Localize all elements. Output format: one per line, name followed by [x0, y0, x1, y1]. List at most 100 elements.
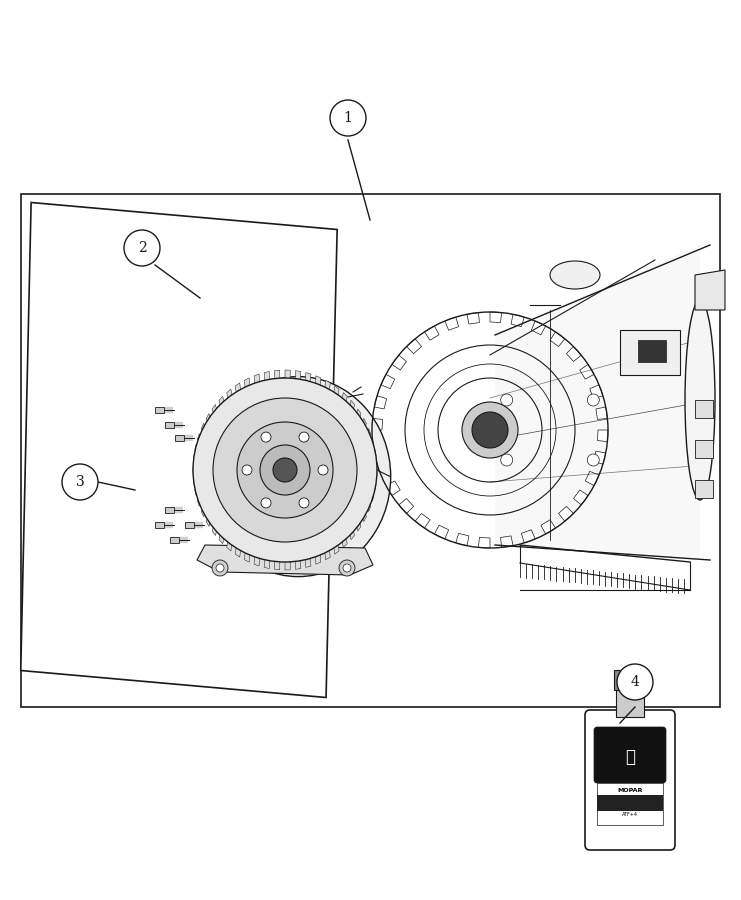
- Circle shape: [330, 100, 366, 136]
- Bar: [170, 537, 179, 543]
- Polygon shape: [264, 372, 270, 382]
- Polygon shape: [370, 439, 374, 447]
- Polygon shape: [559, 507, 574, 521]
- Polygon shape: [511, 314, 524, 327]
- Polygon shape: [445, 317, 459, 330]
- Circle shape: [193, 378, 377, 562]
- Bar: [21, 194, 720, 706]
- Bar: [185, 522, 194, 528]
- Polygon shape: [245, 378, 250, 389]
- Polygon shape: [425, 326, 439, 340]
- Polygon shape: [579, 364, 594, 379]
- Polygon shape: [193, 478, 196, 484]
- Polygon shape: [374, 396, 387, 409]
- Text: 3: 3: [76, 475, 84, 489]
- Polygon shape: [350, 400, 354, 411]
- Polygon shape: [434, 526, 448, 539]
- Circle shape: [501, 454, 513, 466]
- Circle shape: [588, 454, 599, 466]
- Polygon shape: [305, 373, 311, 383]
- Circle shape: [501, 394, 513, 406]
- Polygon shape: [370, 493, 374, 501]
- Bar: [597, 795, 663, 811]
- Polygon shape: [202, 508, 205, 517]
- Text: ATF+4: ATF+4: [622, 813, 638, 817]
- Polygon shape: [356, 409, 361, 419]
- Polygon shape: [585, 472, 599, 486]
- Polygon shape: [456, 534, 469, 545]
- Polygon shape: [202, 423, 205, 433]
- Bar: [695, 440, 713, 458]
- Polygon shape: [695, 270, 725, 310]
- Text: MOPAR: MOPAR: [617, 788, 642, 793]
- Polygon shape: [227, 389, 232, 400]
- Polygon shape: [550, 332, 565, 347]
- Polygon shape: [381, 374, 395, 389]
- Polygon shape: [372, 418, 382, 430]
- Circle shape: [318, 465, 328, 475]
- Bar: [165, 422, 174, 428]
- Polygon shape: [254, 554, 259, 566]
- Polygon shape: [531, 321, 545, 335]
- Polygon shape: [212, 404, 217, 415]
- Polygon shape: [206, 517, 210, 526]
- Bar: [175, 435, 184, 441]
- Polygon shape: [407, 338, 422, 354]
- Polygon shape: [245, 551, 250, 562]
- Circle shape: [216, 564, 224, 572]
- Polygon shape: [594, 451, 605, 464]
- Polygon shape: [212, 525, 217, 535]
- Polygon shape: [333, 386, 339, 397]
- Circle shape: [588, 394, 599, 406]
- Bar: [614, 670, 646, 690]
- Bar: [155, 522, 164, 528]
- Polygon shape: [285, 560, 290, 570]
- Polygon shape: [21, 202, 337, 698]
- FancyBboxPatch shape: [585, 710, 675, 850]
- Polygon shape: [375, 462, 377, 467]
- Polygon shape: [350, 529, 354, 540]
- Bar: [695, 400, 713, 418]
- Bar: [638, 340, 666, 362]
- Polygon shape: [590, 385, 603, 399]
- Bar: [695, 480, 713, 498]
- Polygon shape: [596, 407, 608, 419]
- Ellipse shape: [685, 300, 715, 500]
- Polygon shape: [362, 418, 366, 428]
- Circle shape: [124, 230, 160, 266]
- Polygon shape: [195, 488, 198, 495]
- Circle shape: [339, 560, 355, 576]
- Polygon shape: [295, 559, 301, 570]
- Polygon shape: [501, 536, 513, 547]
- Polygon shape: [193, 455, 196, 463]
- Polygon shape: [342, 536, 348, 547]
- Circle shape: [462, 402, 518, 458]
- Circle shape: [242, 465, 252, 475]
- FancyBboxPatch shape: [594, 727, 666, 783]
- Polygon shape: [399, 499, 413, 513]
- Circle shape: [617, 664, 653, 700]
- Polygon shape: [342, 392, 348, 404]
- Polygon shape: [315, 376, 321, 387]
- Polygon shape: [195, 445, 198, 452]
- Bar: [620, 330, 680, 375]
- Polygon shape: [315, 553, 321, 564]
- Circle shape: [299, 432, 309, 442]
- Circle shape: [299, 498, 309, 508]
- Polygon shape: [574, 490, 588, 505]
- Polygon shape: [274, 370, 280, 381]
- Bar: [165, 507, 174, 513]
- Polygon shape: [597, 430, 608, 442]
- Polygon shape: [362, 512, 366, 522]
- Polygon shape: [490, 312, 502, 322]
- Polygon shape: [264, 558, 270, 569]
- Polygon shape: [375, 472, 377, 479]
- Circle shape: [212, 560, 228, 576]
- Polygon shape: [373, 482, 376, 490]
- Polygon shape: [386, 481, 400, 496]
- Polygon shape: [219, 533, 224, 544]
- Polygon shape: [206, 414, 210, 424]
- Text: 4: 4: [631, 675, 639, 689]
- Text: Ⓜ: Ⓜ: [625, 748, 635, 766]
- Polygon shape: [367, 428, 370, 437]
